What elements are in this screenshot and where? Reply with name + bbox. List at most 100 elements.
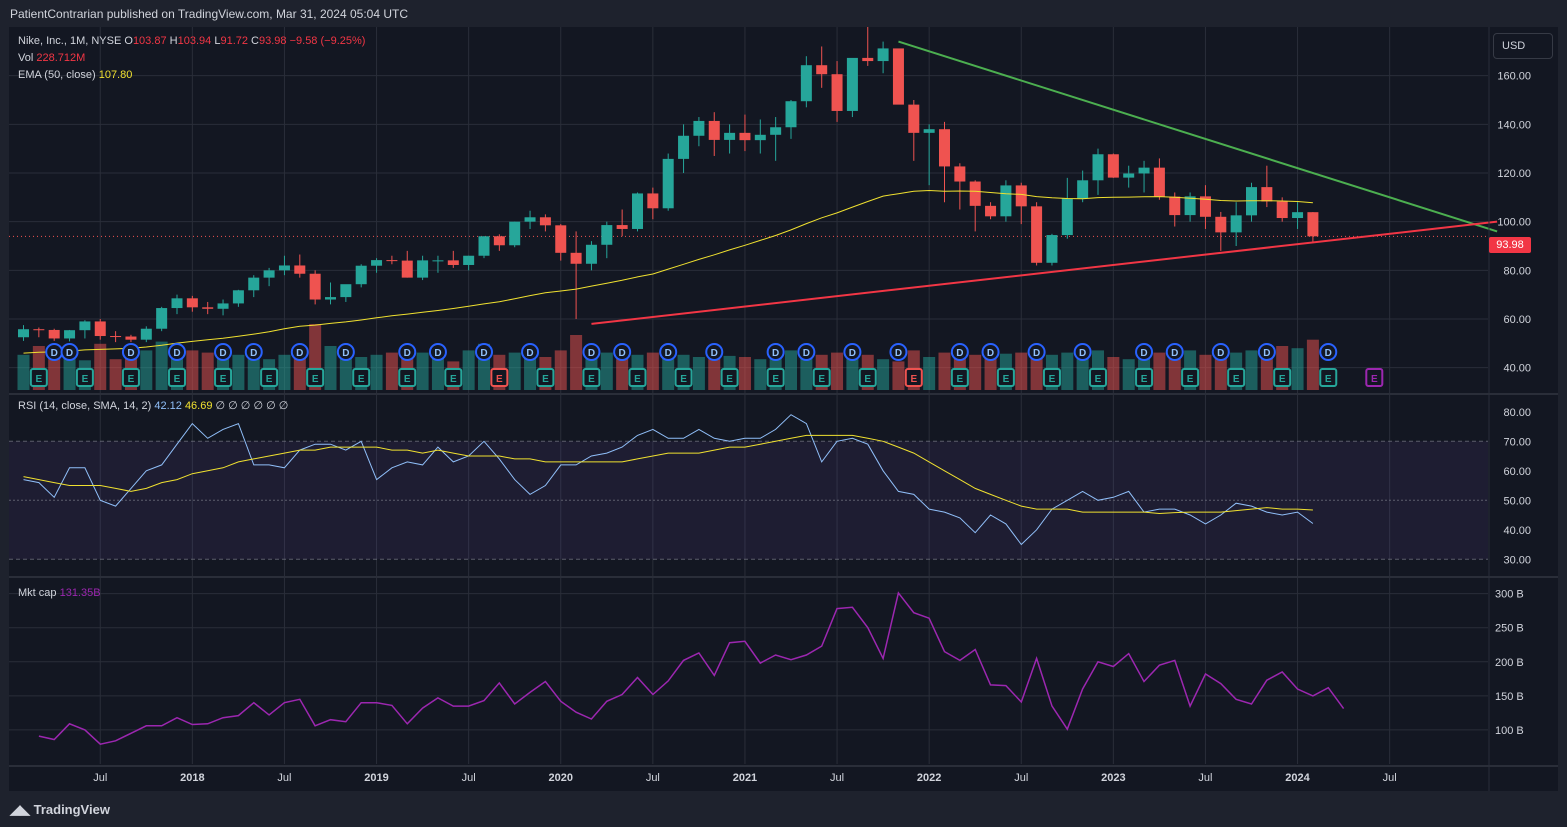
candle (524, 210, 536, 229)
dividend-marker-label: D (772, 348, 779, 359)
resistance-trendline (898, 40, 1498, 233)
candle (1092, 148, 1104, 195)
earnings-marker-box (1227, 368, 1246, 387)
x-tick-label: 2021 (733, 772, 757, 784)
x-tick-label: 2024 (1285, 772, 1310, 784)
earnings-marker-label: E (588, 374, 595, 385)
earnings-marker-box (490, 368, 509, 387)
dividend-marker-circle (766, 343, 785, 361)
earnings-marker-label: E (82, 374, 89, 385)
volume-bar (1153, 352, 1166, 390)
currency-button[interactable]: USD (1493, 33, 1553, 59)
dividend-marker: D (1257, 343, 1276, 361)
earnings-marker: E (1089, 368, 1107, 387)
candle-body (923, 129, 935, 133)
candle-body (110, 336, 122, 338)
dividend-marker-label: D (219, 348, 226, 359)
dividend-marker: D (843, 343, 862, 361)
candle (1230, 202, 1242, 246)
candle-body (708, 120, 720, 140)
earnings-marker-label: E (1095, 374, 1102, 385)
earnings-marker-box (29, 368, 48, 387)
candle (1184, 192, 1196, 222)
volume-bar (785, 350, 797, 390)
dividend-marker: D (889, 343, 908, 361)
candle-body (601, 225, 613, 245)
earnings-marker: E (812, 368, 831, 387)
volume-bar (877, 359, 890, 390)
ohlc-legend: Nike, Inc., 1M, NYSE O103.87 H103.94 L91… (18, 35, 365, 47)
dividend-marker-label: D (619, 348, 626, 359)
candle (232, 289, 244, 307)
support-trendline (591, 220, 1498, 325)
candle (693, 117, 705, 147)
candle (371, 258, 383, 273)
x-tick-label: Jul (1014, 772, 1028, 784)
candle-body (616, 225, 628, 229)
candle (724, 124, 736, 154)
candle (278, 255, 290, 276)
volume-bar (1030, 355, 1043, 390)
earnings-marker: E (490, 368, 509, 387)
volume-bar (370, 354, 383, 390)
chart-frame[interactable]: D D D D D D D D D D D D D D D D D D D D D D D D D D D D D E E E E E E E E E E E… (9, 27, 1558, 791)
candle-body (524, 217, 536, 222)
earnings-marker: E (168, 368, 186, 387)
volume-bar (63, 357, 76, 390)
dividend-marker-circle (1257, 343, 1276, 361)
price-tick-label: 120.00 (1497, 168, 1531, 180)
dividend-marker-circle (1211, 343, 1230, 361)
price-tick-label: 80.00 (1503, 265, 1531, 277)
earnings-marker-label: E (864, 374, 871, 385)
candle-body (278, 265, 290, 271)
candle-body (1276, 201, 1288, 219)
volume-bar (938, 352, 951, 390)
dividend-marker: D (1073, 343, 1092, 361)
candle (33, 327, 45, 338)
dividend-marker: D (428, 343, 447, 361)
candle (846, 57, 858, 118)
chart-canvas[interactable]: D D D D D D D D D D D D D D D D D D D D D D D D D D D D D E E E E E E E E E E E… (9, 27, 1558, 791)
candle (386, 255, 398, 265)
earnings-marker-box (628, 368, 647, 387)
volume-bar (1076, 354, 1089, 390)
dividend-marker-label: D (1140, 348, 1147, 359)
dividend-marker-label: D (1263, 348, 1270, 359)
candle (1000, 180, 1012, 222)
dividend-marker: D (613, 343, 632, 361)
candle-body (1261, 187, 1273, 202)
earnings-marker-box (214, 368, 233, 387)
vol-value: 228.712M (36, 52, 86, 64)
candle (140, 326, 152, 343)
earnings-marker: E (444, 368, 463, 387)
candle-body (371, 260, 383, 266)
earnings-marker-box (536, 368, 555, 387)
ema-line (23, 189, 1313, 354)
dividend-marker-circle (214, 343, 233, 361)
price-tick-label: 160.00 (1497, 71, 1531, 83)
candle-body (417, 260, 429, 278)
volume-bar (1214, 352, 1227, 390)
volume-bar (846, 357, 859, 390)
candlesticks (18, 27, 1319, 343)
change-value: −9.58 (−9.25%) (289, 35, 366, 47)
dividend-marker: D (398, 343, 417, 361)
dividend-marker: D (168, 343, 186, 361)
earnings-marker: E (1319, 368, 1338, 387)
volume-bar (738, 357, 751, 390)
earnings-marker-label: E (726, 374, 733, 385)
earnings-marker: E (306, 368, 325, 387)
dividend-marker-label: D (342, 348, 349, 359)
earnings-marker-label: E (1187, 374, 1194, 385)
rsi-tick-label: 50.00 (1503, 495, 1531, 507)
earnings-marker-box (121, 368, 140, 387)
candle-body (1046, 235, 1058, 263)
candle-body (186, 298, 198, 308)
x-tick-label: 2023 (1101, 772, 1125, 784)
candle (355, 264, 367, 288)
earnings-marker: E (1135, 368, 1154, 387)
candle-body (386, 260, 398, 262)
x-tick-label: 2020 (549, 772, 573, 784)
tradingview-logo[interactable]: ◢◣ TradingView (10, 802, 110, 818)
candle-body (33, 329, 45, 331)
